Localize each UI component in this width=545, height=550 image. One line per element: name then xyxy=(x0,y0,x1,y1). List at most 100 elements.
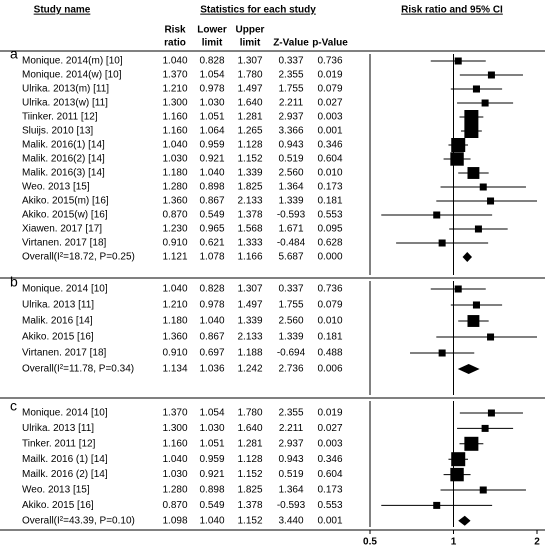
stat-value: 1.152 xyxy=(237,154,262,165)
stat-value: 0.828 xyxy=(199,284,224,295)
stat-value: 0.027 xyxy=(317,423,342,434)
study-name: Ulrika. 2013 [11] xyxy=(22,300,94,311)
stat-value: 1.134 xyxy=(162,364,187,375)
stat-value: 0.019 xyxy=(317,408,342,419)
stat-value: 1.040 xyxy=(162,56,187,67)
stat-value: 1.497 xyxy=(237,300,262,311)
point-estimate xyxy=(454,57,462,65)
point-estimate xyxy=(451,138,466,152)
study-name: Malik. 2016(3) [14] xyxy=(22,168,105,179)
stat-value: 0.000 xyxy=(317,252,342,263)
stat-value: 1.281 xyxy=(237,112,262,123)
stat-value: 0.697 xyxy=(199,348,224,359)
stat-value: 1.078 xyxy=(199,252,224,263)
x-tick-label: 1 xyxy=(451,537,457,548)
column-header: Upper xyxy=(236,25,265,36)
stat-value: 1.360 xyxy=(162,332,187,343)
stat-value: 0.549 xyxy=(199,500,224,511)
stat-value: 0.006 xyxy=(317,364,342,375)
point-estimate xyxy=(472,85,480,93)
column-header: Z-Value xyxy=(273,38,309,49)
stat-value: 1.054 xyxy=(199,70,224,81)
panel-label: c xyxy=(10,398,17,414)
stat-value: 0.549 xyxy=(199,210,224,221)
study-name: Overall(I²=43.39, P=0.10) xyxy=(22,515,135,526)
stat-value: -0.593 xyxy=(277,500,306,511)
stat-value: 1.333 xyxy=(237,238,262,249)
study-name: Tiinker. 2011 [12] xyxy=(22,112,98,123)
stat-value: 1.307 xyxy=(237,284,262,295)
study-name: Monique. 2014 [10] xyxy=(22,408,108,419)
point-estimate xyxy=(438,239,446,247)
study-name: Akiko. 2015(w) [16] xyxy=(22,210,108,221)
stat-value: 1.640 xyxy=(237,98,262,109)
stat-value: 1.360 xyxy=(162,196,187,207)
column-header: Lower xyxy=(197,25,227,36)
stat-value: 1.036 xyxy=(199,364,224,375)
x-tick-label: 2 xyxy=(534,537,540,548)
study-name: Sluijs. 2010 [13] xyxy=(22,126,93,137)
stat-value: 2.133 xyxy=(237,196,262,207)
stat-value: 1.210 xyxy=(162,300,187,311)
stat-value: 1.242 xyxy=(237,364,262,375)
stat-value: 0.867 xyxy=(199,196,224,207)
stat-value: 0.978 xyxy=(199,84,224,95)
stat-value: 1.040 xyxy=(199,168,224,179)
panel-label: b xyxy=(10,274,18,290)
study-name: Malik. 2016(1) [14] xyxy=(22,140,105,151)
stat-value: 1.166 xyxy=(237,252,262,263)
stat-value: 2.560 xyxy=(278,316,303,327)
point-estimate xyxy=(450,467,464,482)
stat-value: 2.355 xyxy=(278,70,303,81)
stat-value: 1.568 xyxy=(237,224,262,235)
stat-value: 0.488 xyxy=(317,348,342,359)
stat-value: 0.553 xyxy=(317,210,342,221)
point-estimate xyxy=(450,152,464,166)
stat-value: 1.180 xyxy=(162,168,187,179)
stat-value: 1.040 xyxy=(199,515,224,526)
stat-value: 1.040 xyxy=(162,284,187,295)
study-name: Ulrika. 2013(m) [11] xyxy=(22,84,109,95)
summary-diamond xyxy=(462,252,473,262)
stat-value: 1.300 xyxy=(162,423,187,434)
stat-value: 0.519 xyxy=(278,469,303,480)
stat-value: 0.867 xyxy=(199,332,224,343)
study-name: Overall(I²=11.78, P=0.34) xyxy=(22,364,134,375)
plot-header: Risk ratio and 95% CI xyxy=(401,5,503,16)
stat-value: 0.001 xyxy=(317,126,342,137)
stat-value: 0.736 xyxy=(317,284,342,295)
stat-value: 1.098 xyxy=(162,515,187,526)
point-estimate xyxy=(487,333,495,341)
stat-value: 0.943 xyxy=(278,140,303,151)
stat-value: 2.133 xyxy=(237,332,262,343)
summary-diamond xyxy=(458,515,471,526)
stat-value: 0.553 xyxy=(317,500,342,511)
study-name: Virtanen. 2017 [18] xyxy=(22,238,107,249)
stat-value: 5.687 xyxy=(278,252,303,263)
stat-value: -0.694 xyxy=(277,348,306,359)
stat-value: 0.898 xyxy=(199,182,224,193)
point-estimate xyxy=(472,301,480,309)
point-estimate xyxy=(464,124,479,138)
point-estimate xyxy=(479,486,487,494)
stat-value: 1.040 xyxy=(162,140,187,151)
point-estimate xyxy=(481,99,489,107)
column-header: ratio xyxy=(164,38,186,49)
point-estimate xyxy=(474,225,482,233)
stat-value: 0.828 xyxy=(199,56,224,67)
stat-value: 0.027 xyxy=(317,98,342,109)
point-estimate xyxy=(464,436,479,451)
stat-value: 1.339 xyxy=(278,332,303,343)
stat-value: 1.064 xyxy=(199,126,224,137)
stat-value: 2.736 xyxy=(278,364,303,375)
stat-value: 0.010 xyxy=(317,316,342,327)
stat-value: 1.040 xyxy=(199,316,224,327)
point-estimate xyxy=(454,285,462,293)
stat-value: 1.210 xyxy=(162,84,187,95)
stat-value: 0.943 xyxy=(278,454,303,465)
stat-value: 0.736 xyxy=(317,56,342,67)
stat-value: 1.339 xyxy=(237,168,262,179)
stat-value: 0.019 xyxy=(317,70,342,81)
stat-value: 0.870 xyxy=(162,210,187,221)
stat-value: 1.281 xyxy=(237,438,262,449)
